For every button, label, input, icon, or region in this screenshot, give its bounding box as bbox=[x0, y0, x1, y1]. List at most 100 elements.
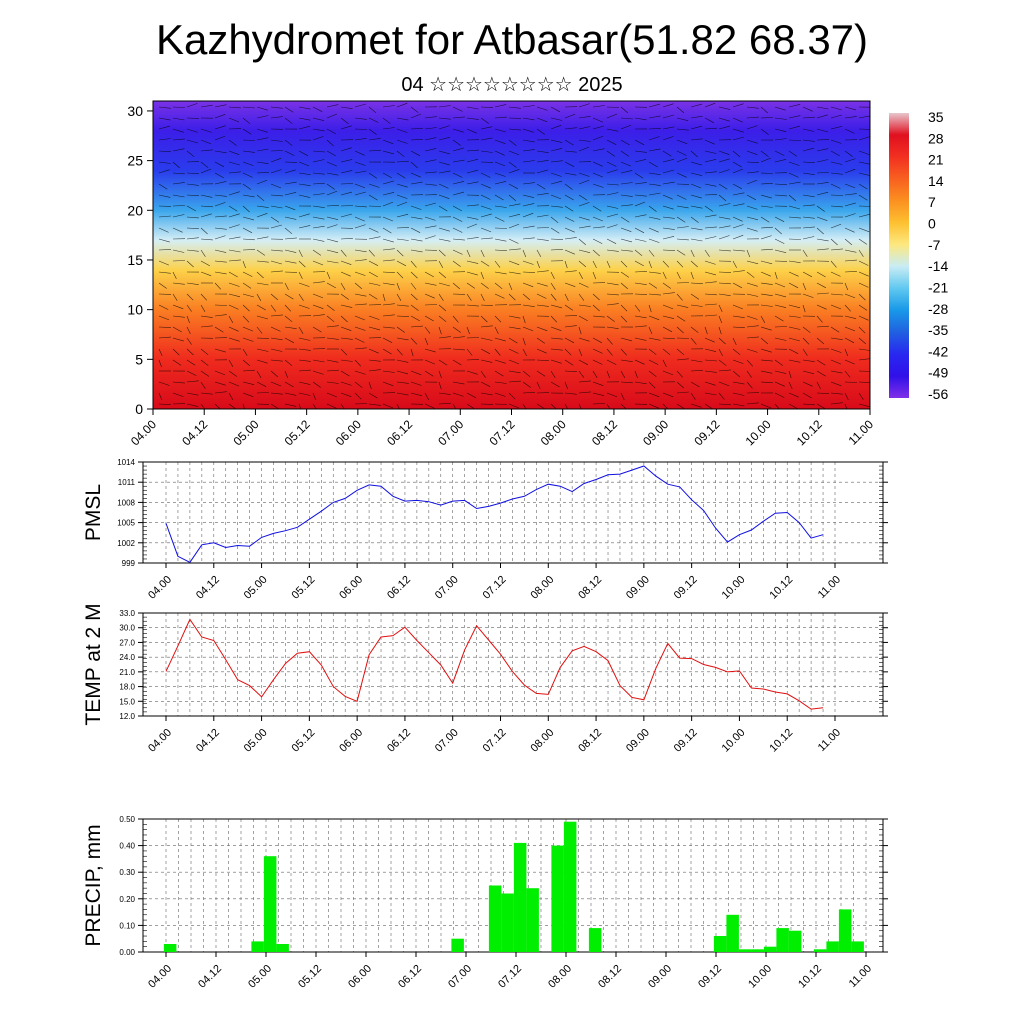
y-tick-label: 1008 bbox=[117, 498, 135, 507]
heatmap-y-tick-label: 0 bbox=[135, 401, 143, 417]
precip-bar bbox=[263, 856, 277, 952]
precip-bar bbox=[788, 930, 802, 952]
y-tick-label: 0.40 bbox=[119, 842, 135, 851]
heatmap-x-tick-label: 10.12 bbox=[794, 417, 825, 448]
x-tick-label: 07.12 bbox=[496, 963, 524, 991]
precip-bar bbox=[763, 946, 777, 952]
colorbar-label: 0 bbox=[928, 216, 936, 232]
x-tick-label: 06.00 bbox=[337, 574, 365, 602]
heatmap-y-tick-label: 25 bbox=[127, 153, 143, 169]
colorbar-label: -28 bbox=[928, 301, 948, 317]
y-tick-label: 999 bbox=[122, 559, 136, 568]
colorbar-label: -56 bbox=[928, 386, 948, 402]
x-tick-label: 04.12 bbox=[194, 574, 222, 602]
x-tick-label: 09.00 bbox=[624, 727, 652, 755]
y-axis-label: TEMP at 2 M bbox=[82, 603, 105, 725]
y-tick-label: 18.0 bbox=[119, 683, 135, 692]
precip-bar bbox=[751, 949, 764, 952]
x-tick-label: 07.00 bbox=[433, 574, 461, 602]
x-tick-label: 06.00 bbox=[337, 727, 365, 755]
precip-bar bbox=[501, 893, 514, 952]
y-tick-label: 24.0 bbox=[119, 653, 135, 662]
precip-bar bbox=[826, 941, 839, 952]
x-tick-label: 10.00 bbox=[720, 574, 748, 602]
x-tick-label: 04.00 bbox=[146, 574, 174, 602]
heatmap-x-tick-label: 05.00 bbox=[230, 417, 261, 448]
precip-bar bbox=[251, 941, 264, 952]
x-tick-label: 10.12 bbox=[767, 727, 795, 755]
x-tick-label: 04.00 bbox=[146, 963, 174, 991]
y-tick-label: 12.0 bbox=[119, 712, 135, 721]
chart-title: Kazhydromet for Atbasar(51.82 68.37) bbox=[155, 16, 869, 63]
heatmap-x-tick-label: 09.12 bbox=[691, 417, 722, 448]
heatmap-x-tick-label: 08.00 bbox=[538, 417, 569, 448]
precip-bar bbox=[738, 949, 752, 952]
x-tick-label: 10.00 bbox=[720, 727, 748, 755]
precip-bar bbox=[713, 936, 727, 952]
x-tick-label: 05.12 bbox=[290, 574, 318, 602]
panel-grid bbox=[143, 612, 883, 717]
x-tick-label: 05.00 bbox=[242, 727, 270, 755]
x-tick-label: 07.00 bbox=[446, 963, 474, 991]
x-tick-label: 08.12 bbox=[576, 574, 604, 602]
precip-bar bbox=[551, 845, 564, 952]
x-tick-label: 04.12 bbox=[194, 727, 222, 755]
chart-subtitle: 04 ☆☆☆☆☆☆☆☆ 2025 bbox=[401, 74, 623, 96]
precip-bar bbox=[726, 914, 739, 952]
y-tick-label: 21.0 bbox=[119, 668, 135, 677]
y-tick-label: 33.0 bbox=[119, 609, 135, 618]
precip-bar bbox=[563, 821, 577, 952]
series-line-group bbox=[165, 465, 824, 563]
x-tick-label: 10.12 bbox=[796, 963, 824, 991]
y-tick-label: 1014 bbox=[117, 458, 135, 467]
colorbar-label: 14 bbox=[928, 173, 944, 189]
y-tick-label: 1011 bbox=[118, 478, 136, 487]
x-tick-label: 07.12 bbox=[481, 727, 509, 755]
precip-bar bbox=[838, 909, 852, 952]
y-tick-label: 0.30 bbox=[119, 868, 135, 877]
x-tick-label: 05.00 bbox=[242, 574, 270, 602]
panel-frame bbox=[142, 612, 884, 717]
heatmap-y-tick-label: 15 bbox=[127, 252, 143, 268]
colorbar-label: -35 bbox=[928, 322, 948, 338]
heatmap-x-tick-label: 11.00 bbox=[846, 417, 877, 448]
heatmap-x-tick-label: 07.12 bbox=[486, 417, 517, 448]
y-tick-label: 15.0 bbox=[119, 697, 135, 706]
x-tick-label: 08.12 bbox=[596, 963, 624, 991]
x-tick-label: 07.00 bbox=[433, 727, 461, 755]
colorbar-label: -14 bbox=[928, 258, 948, 274]
x-tick-label: 08.00 bbox=[546, 963, 574, 991]
heatmap-x-tick-label: 04.12 bbox=[179, 417, 210, 448]
precip-bar bbox=[588, 928, 602, 952]
y-axis-label: PRECIP, mm bbox=[82, 824, 105, 946]
y-tick-label: 27.0 bbox=[119, 638, 135, 647]
series-line bbox=[165, 618, 824, 710]
heatmap-y-tick-label: 5 bbox=[135, 351, 143, 367]
colorbar-label: 35 bbox=[928, 109, 944, 125]
precip-bar bbox=[813, 949, 827, 952]
colorbar-label: 7 bbox=[928, 194, 936, 210]
x-tick-label: 04.00 bbox=[146, 727, 174, 755]
precip-bar bbox=[488, 885, 502, 952]
heatmap-x-tick-label: 06.00 bbox=[333, 417, 364, 448]
x-tick-label: 08.00 bbox=[528, 574, 556, 602]
heatmap-y-tick-label: 20 bbox=[127, 202, 143, 218]
precip-bar bbox=[513, 842, 527, 952]
precip-bar bbox=[163, 944, 177, 952]
x-tick-label: 10.12 bbox=[767, 574, 795, 602]
precip-bar bbox=[526, 888, 539, 952]
x-tick-label: 09.00 bbox=[646, 963, 674, 991]
colorbar-label: 28 bbox=[928, 130, 944, 146]
heatmap-y-tick-label: 30 bbox=[127, 103, 143, 119]
heatmap-x-tick-label: 08.12 bbox=[589, 417, 620, 448]
x-tick-label: 10.00 bbox=[746, 963, 774, 991]
x-tick-label: 09.12 bbox=[696, 963, 724, 991]
heatmap-x-tick-label: 05.12 bbox=[282, 417, 313, 448]
colorbar bbox=[889, 113, 909, 398]
bars-group bbox=[163, 821, 864, 952]
heatmap-x-tick-label: 09.00 bbox=[640, 417, 671, 448]
x-tick-label: 11.00 bbox=[847, 963, 874, 990]
x-tick-label: 06.12 bbox=[385, 574, 413, 602]
x-tick-label: 04.12 bbox=[196, 963, 224, 991]
heatmap-x-tick-label: 04.00 bbox=[128, 417, 159, 448]
